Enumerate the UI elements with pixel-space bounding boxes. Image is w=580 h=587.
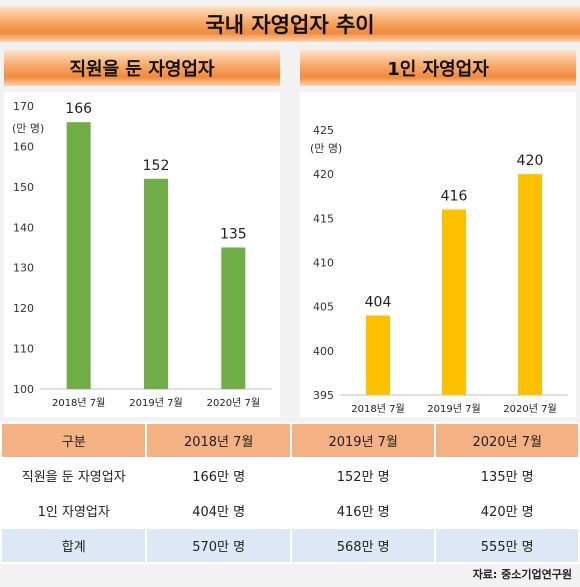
y-tick-label: 400 [313,345,334,358]
table-cell: 570만 명 [145,527,292,564]
table-row: 1인 자영업자 404만 명 416만 명 420만 명 [0,492,580,529]
y-tick-label: 160 [13,140,34,153]
table-cell: 직원을 둔 자영업자 [0,457,148,494]
table-header-cell: 2019년 7월 [289,422,437,459]
table-header-row: 구분 2018년 7월 2019년 7월 2020년 7월 [0,422,580,459]
y-tick-label: 140 [13,221,34,234]
table-cell: 합계 [0,527,148,564]
x-tick-label: 2019년 7월 [427,403,480,415]
x-tick-label: 2018년 7월 [52,397,105,409]
bar-value-label: 420 [517,153,544,169]
y-tick-label: 420 [313,168,334,181]
right-chart-unit: (만 명) [310,142,343,155]
source-note: 자료: 중소기업연구원 [472,568,572,581]
bar [66,122,91,389]
table-cell: 568만 명 [289,527,437,564]
bar [144,178,168,389]
y-tick-label: 150 [13,181,34,194]
bar [442,209,466,395]
right-chart-svg: 395 400 405 410 415 420 425 404 2018년 7월 416 2019년… [313,124,568,415]
y-tick-label: 120 [13,302,34,315]
table-row: 직원을 둔 자영업자 166만 명 152만 명 135만 명 [0,457,580,494]
table-cell: 1인 자영업자 [0,492,148,529]
table-cell: 555만 명 [434,527,580,564]
page-title: 국내 자영업자 추이 [0,6,580,42]
summary-table: 구분 2018년 7월 2019년 7월 2020년 7월 직원을 둔 자영업자… [0,422,580,564]
y-tick-label: 130 [13,262,34,275]
x-tick-label: 2018년 7월 [351,403,404,415]
left-chart-svg: 100 110 120 130 140 150 160 170 166 2018년 7월 152 20… [13,100,272,409]
left-chart: 100 110 120 130 140 150 160 170 166 2018년 7월 152 20… [4,92,280,417]
bar-value-label: 152 [143,158,170,174]
y-tick-label: 405 [313,301,334,314]
table-cell: 166만 명 [145,457,292,494]
bar [518,174,542,395]
y-tick-label: 410 [313,257,334,270]
right-chart-title: 1인 자영업자 [300,50,576,86]
table-header-cell: 구분 [0,422,148,459]
x-tick-label: 2020년 7월 [503,403,556,415]
right-chart: 395 400 405 410 415 420 425 404 2018년 7월 416 2019년… [300,92,576,417]
table-cell: 152만 명 [289,457,437,494]
y-tick-label: 425 [313,124,334,137]
table-cell: 416만 명 [289,492,437,529]
bar-value-label: 416 [441,189,468,205]
bar-value-label: 404 [365,295,392,311]
bar-value-label: 166 [65,101,92,117]
bar [221,247,246,389]
x-tick-label: 2019년 7월 [129,397,182,409]
left-chart-title: 직원을 둔 자영업자 [4,50,280,86]
x-tick-label: 2020년 7월 [207,397,260,409]
table-total-row: 합계 570만 명 568만 명 555만 명 [0,527,580,564]
bar-value-label: 135 [220,227,247,243]
y-tick-label: 100 [13,383,34,396]
left-chart-unit: (만 명) [12,122,45,135]
y-tick-label: 110 [13,343,34,356]
table-cell: 404만 명 [145,492,292,529]
table-cell: 420만 명 [434,492,580,529]
table-header-cell: 2020년 7월 [434,422,580,459]
bar [366,315,390,395]
y-tick-label: 415 [313,212,334,225]
y-tick-label: 395 [313,389,334,402]
y-tick-label: 170 [13,100,34,113]
table-cell: 135만 명 [434,457,580,494]
table-header-cell: 2018년 7월 [145,422,292,459]
